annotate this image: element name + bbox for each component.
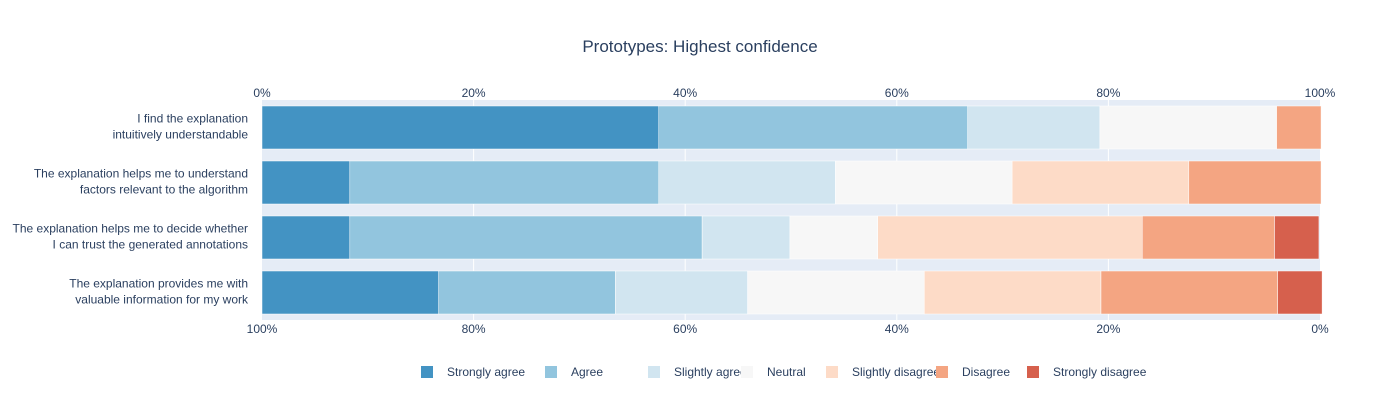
legend-item[interactable]: Neutral — [741, 365, 806, 379]
legend-swatch — [648, 366, 660, 378]
bars — [261, 105, 1323, 315]
legend-swatch — [936, 366, 948, 378]
bar-segment — [1099, 105, 1277, 150]
bottom-tick-label: 100% — [247, 322, 278, 336]
legend-item[interactable]: Slightly agree — [648, 365, 747, 379]
bar-segment — [967, 105, 1101, 150]
legend-label: Slightly disagree — [852, 365, 940, 379]
top-tick-label: 60% — [885, 86, 909, 100]
legend-item[interactable]: Strongly agree — [421, 365, 525, 379]
bottom-axis: 100% 80% 60% 40% 20% 0% — [247, 322, 1329, 336]
legend-swatch — [421, 366, 433, 378]
bar-segment — [261, 160, 351, 205]
bar-segment — [1276, 105, 1322, 150]
bar-segment — [877, 215, 1143, 260]
top-tick-label: 80% — [1096, 86, 1120, 100]
bar-segment — [261, 270, 439, 315]
bottom-tick-label: 60% — [673, 322, 697, 336]
bar-segment — [924, 270, 1102, 315]
top-tick-label: 0% — [253, 86, 271, 100]
bar-segment — [1274, 215, 1320, 260]
legend-item[interactable]: Slightly disagree — [826, 365, 940, 379]
bar-segment — [1277, 270, 1323, 315]
top-tick-label: 20% — [462, 86, 486, 100]
bar-segment — [349, 160, 659, 205]
bar-segment — [789, 215, 879, 260]
legend-label: Strongly disagree — [1053, 365, 1147, 379]
legend: Strongly agree Agree Slightly agree Neutral… — [421, 365, 1147, 379]
bar-segment — [1188, 160, 1322, 205]
legend-label: Disagree — [962, 365, 1010, 379]
bar-segment — [1011, 160, 1190, 205]
top-axis: 0% 20% 40% 60% 80% 100% — [253, 86, 1335, 100]
y-axis-labels: I find the explanation intuitively unders… — [13, 112, 249, 307]
category-label: The explanation provides me with valuable… — [69, 277, 249, 307]
bar-segment — [1142, 215, 1275, 260]
category-label: The explanation helps me to understand fa… — [34, 167, 248, 197]
bottom-tick-label: 20% — [1096, 322, 1120, 336]
bar-segment — [658, 160, 836, 205]
legend-label: Agree — [571, 365, 603, 379]
bottom-tick-label: 40% — [885, 322, 909, 336]
legend-label: Strongly agree — [447, 365, 525, 379]
category-label: The explanation helps me to decide wheth… — [13, 222, 248, 252]
bar-segment — [747, 270, 925, 315]
bar-segment — [261, 105, 659, 150]
bar-segment — [438, 270, 616, 315]
chart-title: Prototypes: Highest confidence — [582, 37, 817, 56]
legend-swatch — [741, 366, 753, 378]
legend-swatch — [545, 366, 557, 378]
legend-label: Slightly agree — [674, 365, 747, 379]
bar-segment — [835, 160, 1013, 205]
bottom-tick-label: 80% — [462, 322, 486, 336]
top-tick-label: 40% — [673, 86, 697, 100]
bar-segment — [701, 215, 791, 260]
legend-item[interactable]: Agree — [545, 365, 603, 379]
legend-label: Neutral — [767, 365, 806, 379]
legend-swatch — [1027, 366, 1039, 378]
bar-segment — [658, 105, 968, 150]
legend-swatch — [826, 366, 838, 378]
bar-segment — [349, 215, 703, 260]
bar-segment — [615, 270, 748, 315]
category-label: I find the explanation intuitively unders… — [113, 112, 249, 142]
bar-segment — [261, 215, 351, 260]
legend-item[interactable]: Strongly disagree — [1027, 365, 1147, 379]
bottom-tick-label: 0% — [1311, 322, 1329, 336]
top-tick-label: 100% — [1305, 86, 1336, 100]
bar-segment — [1100, 270, 1278, 315]
legend-item[interactable]: Disagree — [936, 365, 1010, 379]
